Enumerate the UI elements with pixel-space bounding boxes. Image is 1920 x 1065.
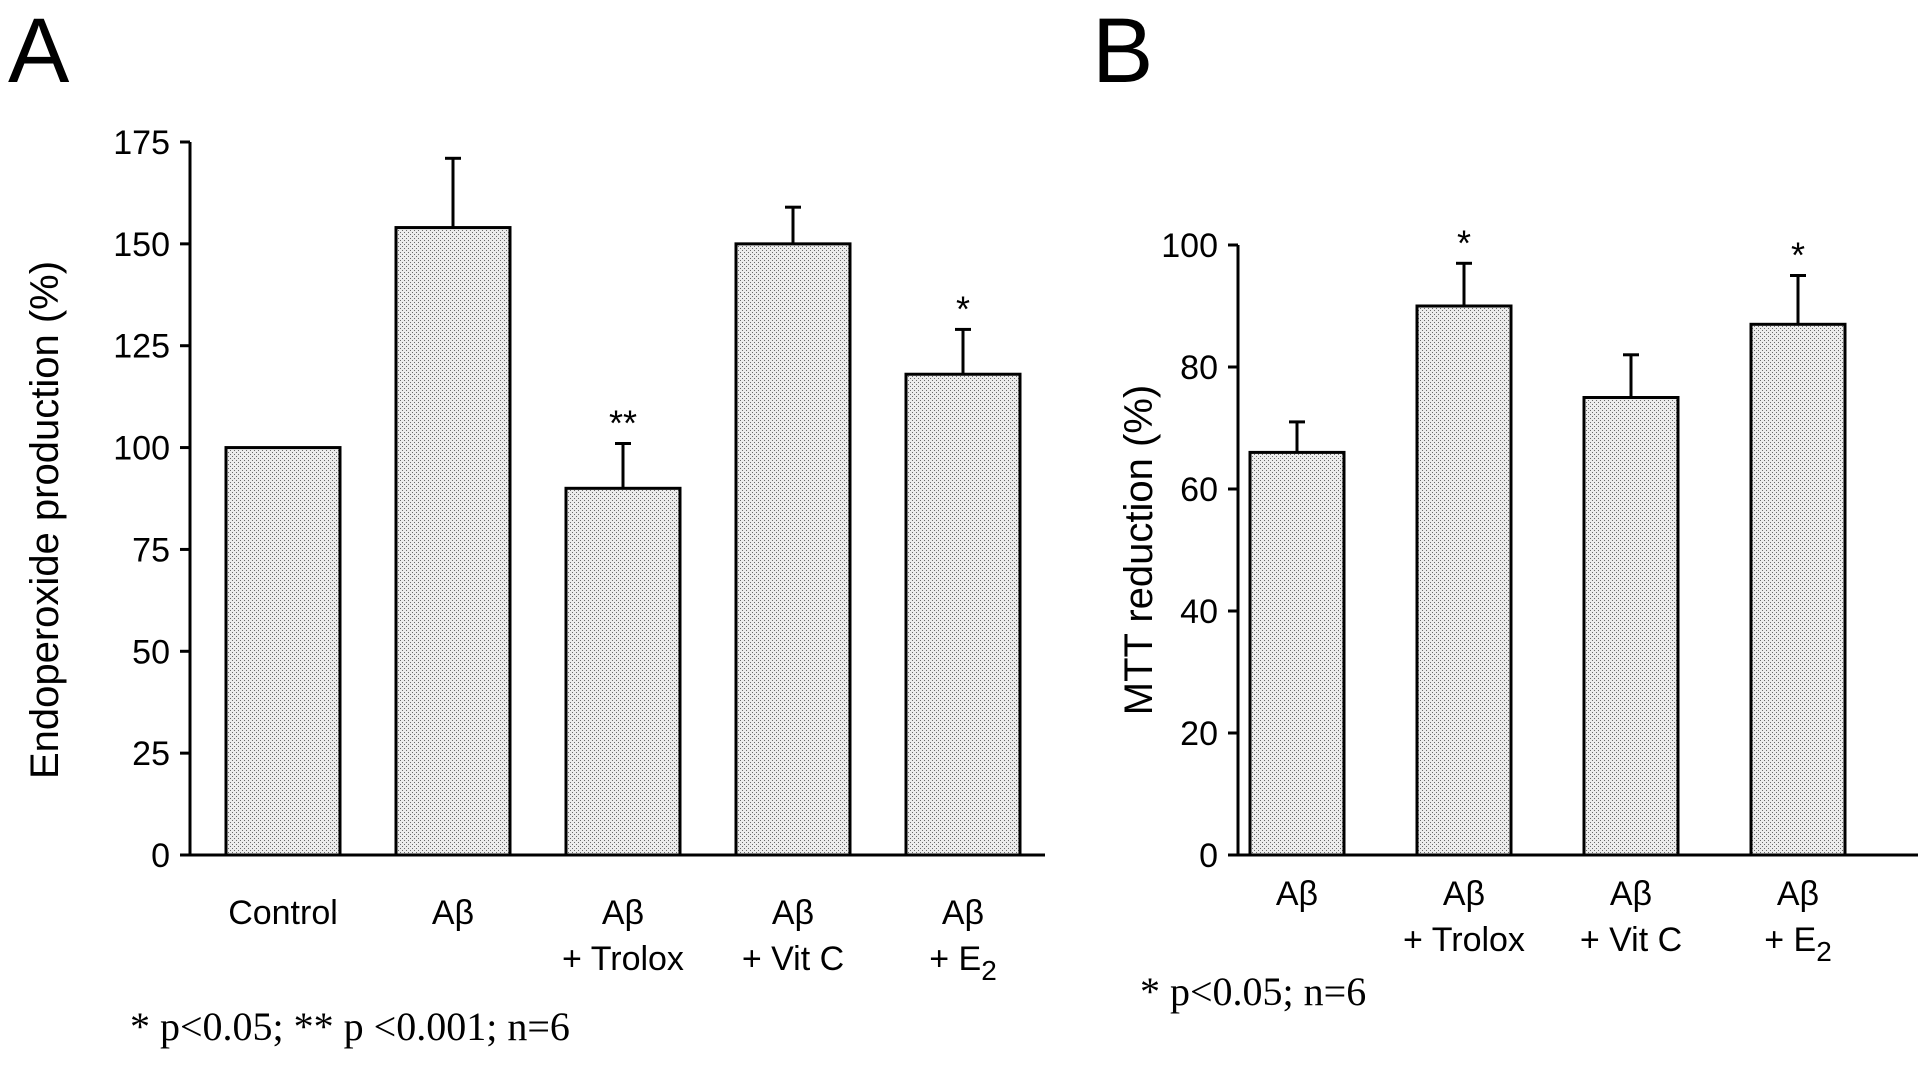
panel-a-letter: A (8, 0, 70, 102)
panel-a-bar (564, 486, 682, 857)
panel-b-category-label-line2: + Vit C (1580, 921, 1682, 959)
panel-b-category-label: Aβ (1610, 875, 1652, 913)
panel-b-significance-marker: * (1791, 235, 1805, 276)
panel-b-bar (1415, 304, 1513, 857)
panel-a-bar (734, 242, 852, 857)
panel-a-category-label: Aβ (602, 894, 644, 932)
panel-b-category-label: Aβ (1443, 875, 1485, 913)
panel-a-bar (394, 226, 512, 857)
panel-b-category-subscript: 2 (1816, 936, 1832, 967)
panel-a-y-axis-title: Endoperoxide production (%) (23, 261, 67, 779)
panel-b-y-tick-label: 20 (1180, 715, 1218, 753)
panel-b-bar (1248, 450, 1346, 857)
panel-b-y-tick-label: 80 (1180, 349, 1218, 387)
panel-a: A Endoperoxide production (%) 0 25 50 75 100… (8, 0, 1045, 1049)
panel-b-y-tick-label: 100 (1161, 227, 1218, 265)
panel-b: B MTT reduction (%) 0 20 40 60 80 100 Aβ * Aβ + T… (1092, 0, 1918, 1014)
panel-b-significance-marker: * (1457, 222, 1471, 263)
panel-a-y-tick-label: 75 (132, 531, 170, 569)
panel-b-category-label-line2: + Trolox (1403, 921, 1525, 959)
panel-a-y-tick-label: 100 (113, 430, 170, 468)
panel-b-y-tick-label: 40 (1180, 593, 1218, 631)
panel-a-y-tick-label: 125 (113, 328, 170, 366)
panel-a-bar (224, 446, 342, 857)
panel-b-category-label: Aβ (1276, 875, 1318, 913)
panel-a-category-subscript: 2 (981, 955, 997, 986)
panel-a-significance-marker: ** (609, 402, 637, 443)
panel-b-bar (1749, 322, 1847, 857)
panel-a-category-label-line2: + E2 (929, 940, 997, 986)
panel-a-category-label: Aβ (772, 894, 814, 932)
panel-a-category-label: Aβ (432, 894, 474, 932)
panel-b-plot: 0 20 40 60 80 100 Aβ * Aβ + Trolox Aβ + Vit C * Aβ + E… (1161, 222, 1918, 967)
panel-b-category-label: Aβ (1777, 875, 1819, 913)
panel-b-bar (1582, 396, 1680, 857)
panel-a-significance-marker: * (956, 288, 970, 329)
panel-a-plot: 0 25 50 75 100 125 150 175 Control Aβ ** Aβ + Trolox… (113, 124, 1045, 986)
panel-a-footnote: * p<0.05; ** p <0.001; n=6 (130, 1004, 570, 1049)
panel-b-letter: B (1092, 0, 1153, 102)
panel-a-bar (904, 372, 1022, 857)
panel-a-category-label: Aβ (942, 894, 984, 932)
panel-a-category-label-line2: + Vit C (742, 940, 844, 978)
panel-b-footnote: * p<0.05; n=6 (1140, 969, 1366, 1014)
panel-a-category-label-line2: + Trolox (562, 940, 684, 978)
panel-b-category-label-line2: + E2 (1764, 921, 1832, 967)
panel-a-y-tick-label: 0 (151, 837, 170, 875)
panel-b-y-tick-label: 0 (1199, 837, 1218, 875)
panel-a-y-tick-label: 50 (132, 633, 170, 671)
panel-b-y-axis-title: MTT reduction (%) (1117, 385, 1161, 715)
panel-a-y-tick-label: 175 (113, 124, 170, 162)
panel-a-y-tick-label: 25 (132, 735, 170, 773)
panel-a-category-label: Control (228, 894, 338, 932)
panel-b-y-tick-label: 60 (1180, 471, 1218, 509)
panel-a-y-tick-label: 150 (113, 226, 170, 264)
